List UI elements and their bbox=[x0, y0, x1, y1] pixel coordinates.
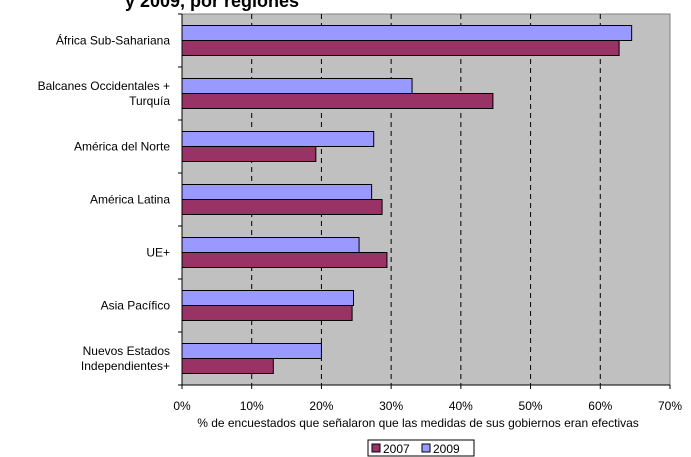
category-label: Asia Pacífico bbox=[101, 299, 171, 313]
category-label: Independientes+ bbox=[81, 359, 170, 373]
category-label: Nuevos Estados bbox=[83, 344, 170, 358]
bar-2007 bbox=[181, 199, 383, 215]
legend-swatch-2009 bbox=[421, 443, 431, 453]
x-tick-labels: 0% 10% 20% 30% 40% 50% 60% 70% bbox=[173, 385, 682, 413]
bar-2009 bbox=[181, 25, 633, 41]
category-labels: África Sub-Sahariana Balcanes Occidentale… bbox=[38, 33, 171, 374]
x-tick-label: 0% bbox=[173, 399, 191, 413]
x-tick-label: 70% bbox=[658, 399, 682, 413]
bar-2009 bbox=[181, 131, 375, 147]
bar-2007 bbox=[181, 93, 494, 109]
bar-2007 bbox=[181, 146, 317, 162]
bar-2007 bbox=[181, 252, 388, 268]
chart-title: y 2009, por regiones bbox=[125, 0, 299, 11]
legend-box bbox=[367, 439, 475, 457]
bar-2009 bbox=[181, 78, 413, 94]
x-tick-label: 40% bbox=[449, 399, 473, 413]
bar-2009 bbox=[181, 290, 354, 306]
bar-2007 bbox=[181, 358, 274, 374]
category-label: Turquía bbox=[129, 94, 170, 108]
x-axis-title: % de encuestados que señalaron que las m… bbox=[197, 416, 639, 430]
x-tick-label: 30% bbox=[379, 399, 403, 413]
category-label: África Sub-Sahariana bbox=[56, 33, 170, 48]
x-tick-label: 60% bbox=[588, 399, 612, 413]
legend-label-2009: 2009 bbox=[433, 442, 460, 456]
bar-2009 bbox=[181, 184, 373, 200]
bar-2007 bbox=[181, 305, 353, 321]
legend-swatch-2007 bbox=[371, 443, 381, 453]
category-label: UE+ bbox=[146, 246, 170, 260]
bar-2009 bbox=[181, 343, 322, 359]
category-label: América del Norte bbox=[74, 140, 170, 154]
x-tick-label: 20% bbox=[309, 399, 333, 413]
x-tick-label: 10% bbox=[240, 399, 264, 413]
bar-2009 bbox=[181, 237, 360, 253]
legend-label-2007: 2007 bbox=[383, 442, 410, 456]
category-label: América Latina bbox=[90, 193, 170, 207]
x-tick-label: 50% bbox=[519, 399, 543, 413]
category-label: Balcanes Occidentales + bbox=[38, 79, 170, 93]
plot-area bbox=[178, 13, 671, 386]
bar-2007 bbox=[181, 40, 620, 56]
legend: 2007 2009 bbox=[367, 439, 475, 457]
